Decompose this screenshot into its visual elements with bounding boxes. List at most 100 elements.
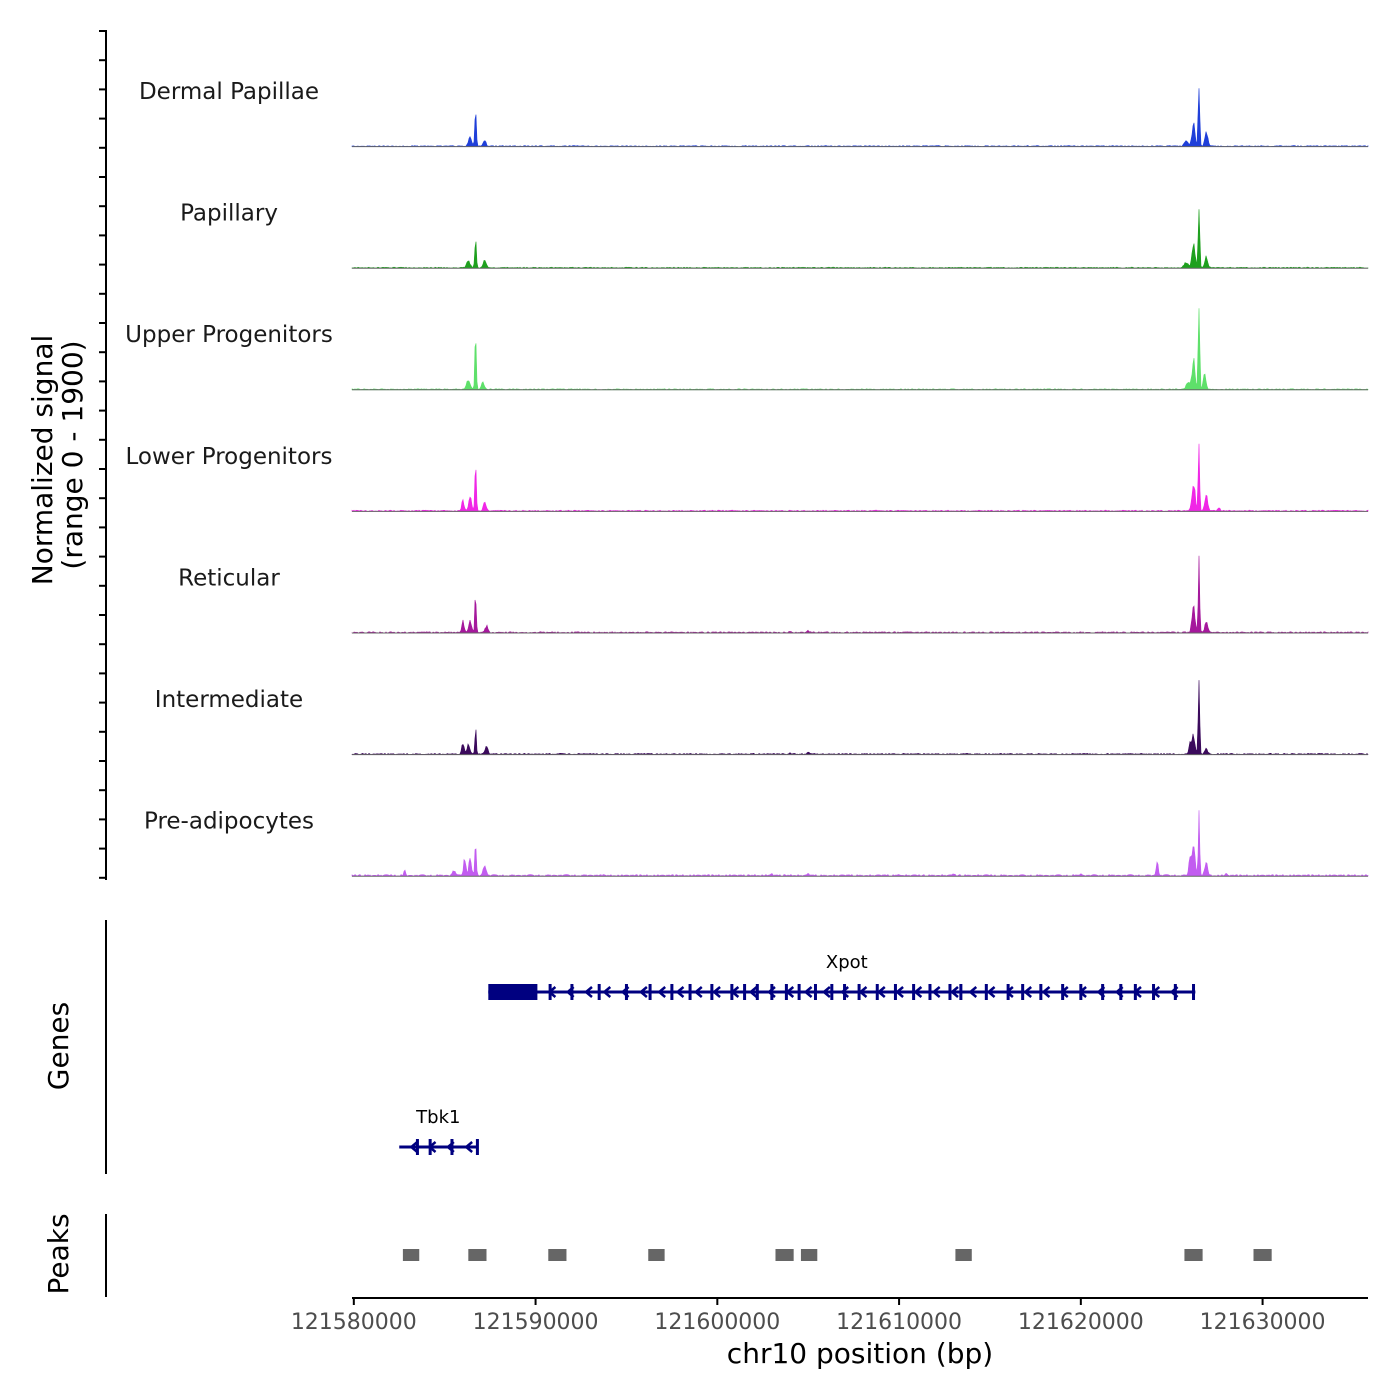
genes-panel-title: Genes	[42, 1002, 75, 1090]
strand-arrow	[547, 986, 557, 998]
x-tick-label: 121620000	[1018, 1310, 1144, 1335]
gene-label: Xpot	[826, 952, 868, 973]
strand-arrow	[840, 986, 849, 998]
x-axis: 121580000 121590000 121600000 121610000 1216…	[291, 1297, 1368, 1335]
strand-arrow	[931, 986, 941, 998]
strand-arrow	[1023, 986, 1032, 998]
strand-arrow	[712, 986, 721, 998]
strand-arrow	[657, 986, 666, 998]
coverage-tracks: Dermal Papillae Papillary Upper Progenitor…	[125, 79, 1369, 877]
strand-arrow	[620, 986, 630, 998]
exon-mark	[843, 984, 847, 1000]
signal-area	[351, 810, 1369, 877]
exon-mark	[670, 984, 674, 1000]
exon-mark	[770, 984, 774, 1000]
strand-arrow	[968, 986, 978, 998]
x-tick-label: 121590000	[473, 1310, 599, 1335]
peak-region	[548, 1249, 567, 1261]
exon-mark	[928, 984, 932, 1000]
exon-mark	[597, 984, 601, 1000]
exon-mark	[1039, 984, 1043, 1000]
track-reticular: Reticular	[178, 555, 1369, 634]
strand-arrow	[876, 986, 886, 998]
exon-mark	[624, 984, 628, 1000]
track-label: Upper Progenitors	[125, 322, 333, 348]
exon-mark	[688, 984, 692, 1000]
strand-arrow	[803, 986, 813, 998]
strand-arrow	[986, 986, 996, 998]
exon-mark	[813, 984, 817, 1000]
x-tick-label: 121600000	[654, 1310, 780, 1335]
peak-region	[955, 1249, 972, 1261]
exon-mark	[1101, 984, 1105, 1000]
strand-arrow	[950, 986, 959, 998]
strand-arrow	[1114, 986, 1124, 998]
strand-arrow	[913, 986, 923, 998]
exon-mark	[450, 1139, 454, 1155]
strand-arrow	[1096, 986, 1106, 998]
strand-arrow	[1169, 986, 1179, 998]
strand-arrow	[748, 986, 758, 998]
strand-arrow	[693, 986, 703, 998]
peak-region	[468, 1249, 487, 1261]
genes-panel: Xpot Tbk1	[105, 920, 1196, 1174]
strand-arrow	[767, 986, 776, 998]
strand-arrow	[1059, 986, 1069, 998]
strand-arrow	[1041, 986, 1051, 998]
exon-mark	[797, 984, 801, 1000]
strand-arrow	[1078, 986, 1087, 998]
strand-arrow	[1133, 986, 1142, 998]
y-axis-range-label: (range 0 - 1900)	[56, 340, 89, 569]
track-label: Lower Progenitors	[126, 444, 333, 470]
exon-mark	[475, 1139, 479, 1155]
peak-region	[402, 1249, 420, 1261]
gene-utr-block	[488, 984, 538, 1000]
signal-area	[351, 443, 1369, 512]
track-label: Dermal Papillae	[139, 79, 319, 105]
track-lower-progenitors: Lower Progenitors	[126, 443, 1369, 512]
x-axis-title: chr10 position (bp)	[727, 1337, 993, 1370]
exon-mark	[1173, 984, 1177, 1000]
exon-mark	[948, 984, 952, 1000]
peak-region	[1184, 1249, 1203, 1261]
track-label: Reticular	[178, 565, 280, 591]
strand-arrow	[821, 986, 831, 998]
track-intermediate: Intermediate	[155, 680, 1369, 756]
exon-mark	[830, 984, 834, 1000]
x-tick-label: 121610000	[836, 1310, 962, 1335]
strand-arrow	[602, 986, 612, 998]
exon-mark	[710, 984, 714, 1000]
track-pre-adipocytes: Pre-adipocytes	[144, 809, 1369, 877]
exon-mark	[570, 984, 574, 1000]
signal-area	[351, 209, 1369, 269]
x-tick-label: 121580000	[291, 1310, 417, 1335]
track-label: Pre-adipocytes	[144, 809, 314, 835]
exon-mark	[648, 984, 652, 1000]
peaks-panel	[105, 1214, 1272, 1297]
peak-region	[648, 1249, 665, 1261]
signal-area	[351, 88, 1369, 147]
strand-arrow	[1004, 986, 1014, 998]
exon-mark	[415, 1139, 419, 1155]
exon-mark	[1021, 984, 1025, 1000]
track-dermal-papillae: Dermal Papillae	[139, 79, 1369, 148]
strand-arrow	[427, 1141, 437, 1153]
strand-arrow	[895, 986, 904, 998]
strand-arrow	[445, 1141, 455, 1153]
strand-arrow	[730, 986, 740, 998]
exon-mark	[1119, 984, 1123, 1000]
exon-mark	[1192, 984, 1196, 1000]
signal-y-axis	[99, 30, 107, 880]
peak-region	[1253, 1249, 1272, 1261]
exon-mark	[984, 984, 988, 1000]
peak-region	[775, 1249, 794, 1261]
signal-area	[351, 555, 1369, 634]
strand-arrow	[409, 1141, 419, 1153]
signal-area	[351, 680, 1369, 756]
gene-label: Tbk1	[415, 1107, 460, 1128]
exon-mark	[755, 984, 759, 1000]
x-tick-label: 121630000	[1200, 1310, 1326, 1335]
track-label: Papillary	[180, 201, 278, 227]
strand-arrow	[638, 986, 648, 998]
gene-xpot: Xpot	[488, 952, 1196, 1000]
